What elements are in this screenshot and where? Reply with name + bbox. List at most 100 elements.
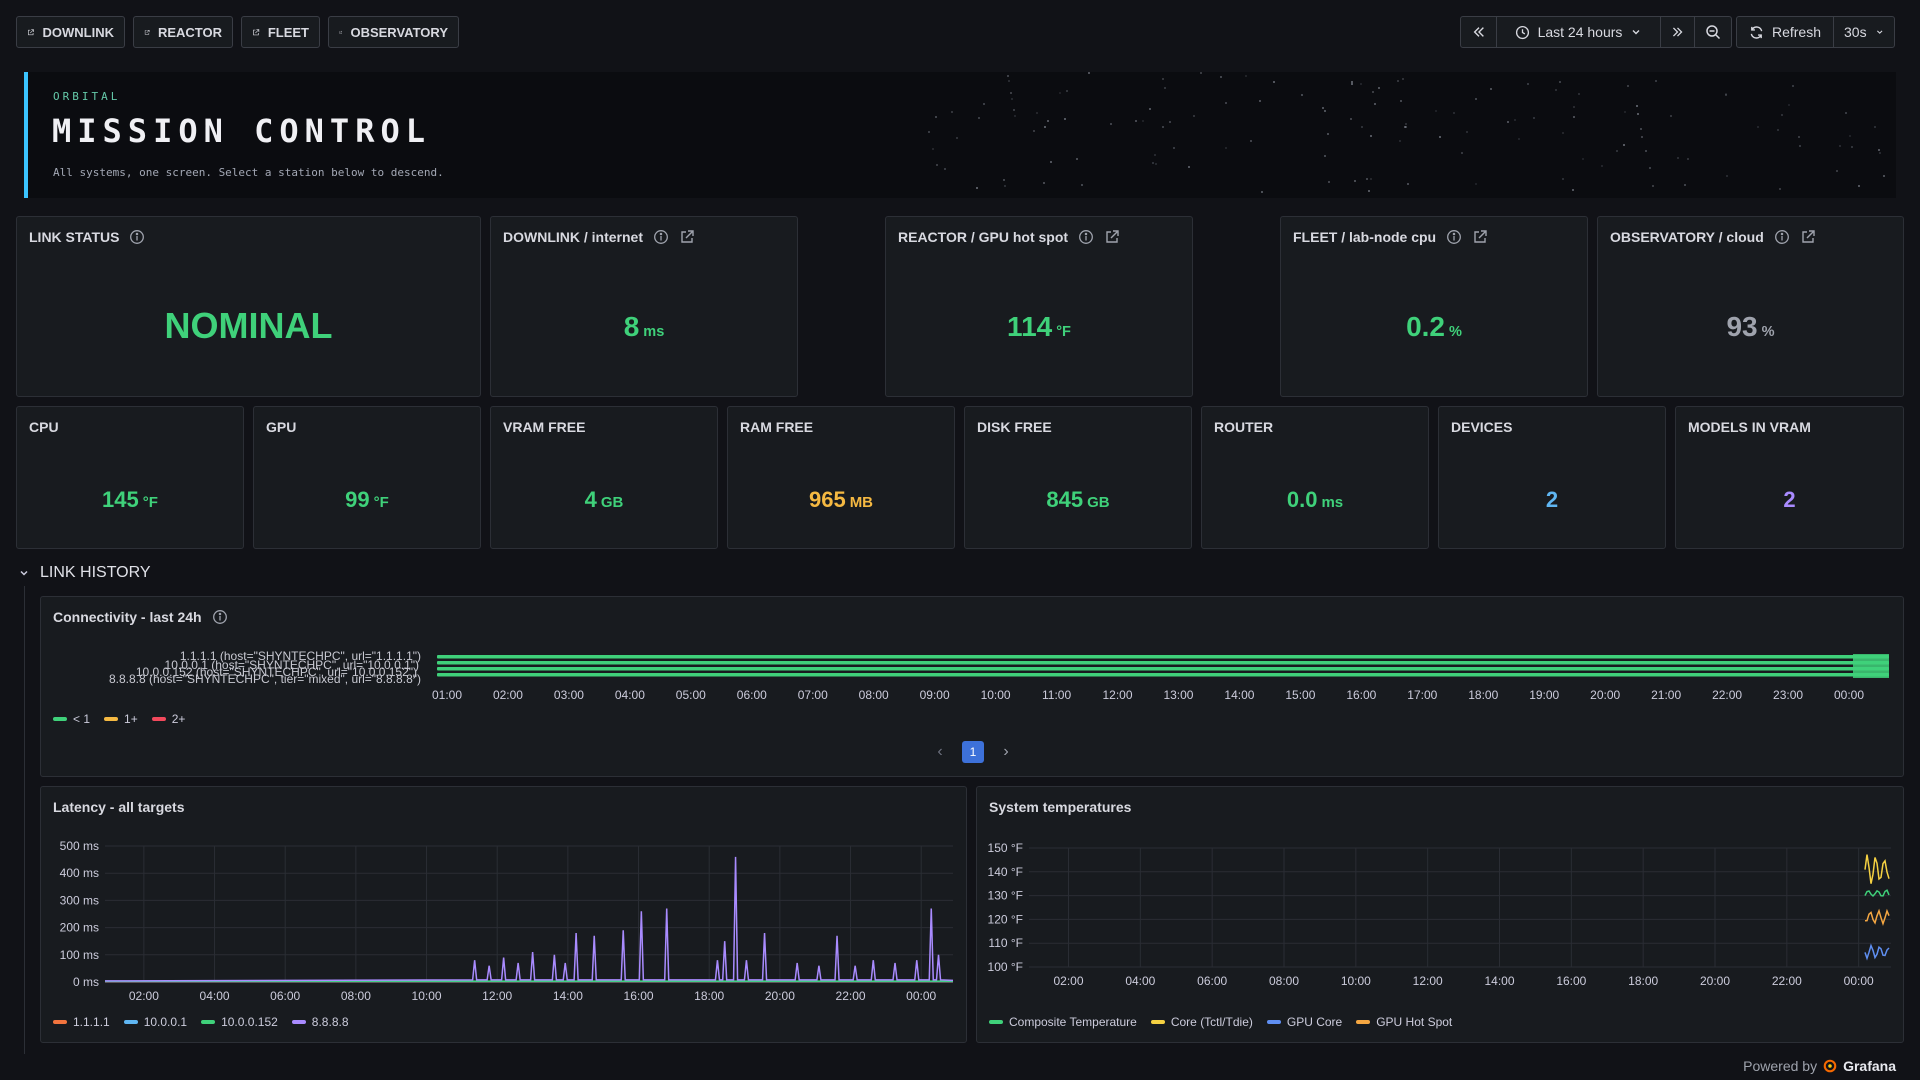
star [1878,149,1881,152]
star [1434,110,1437,113]
star [1066,89,1069,92]
panel-title: VRAM FREE [503,419,586,435]
pagination: ‹ 1 › [926,741,1020,763]
pagination-next-button[interactable]: › [1003,743,1009,760]
star [1200,72,1203,74]
stat-value: 0.2% [1281,311,1587,343]
panel-title: Latency - all targets [53,799,185,815]
star [1259,100,1262,103]
star [1849,134,1852,137]
star [1063,118,1066,121]
nav-link-fleet[interactable]: FLEET [241,16,320,48]
nav-link-reactor[interactable]: REACTOR [133,16,233,48]
info-icon[interactable] [129,229,145,245]
info-icon[interactable] [653,229,669,245]
nav-link-label: FLEET [267,24,309,40]
info-icon[interactable] [1446,229,1462,245]
y-tick-label: 100 °F [988,960,1023,974]
zoom-out-button[interactable] [1695,17,1731,47]
refresh-interval-picker[interactable]: 30s [1834,17,1894,47]
legend-item[interactable]: < 1 [53,712,90,726]
x-tick-label: 10:00 [981,688,1011,702]
legend-item[interactable]: GPU Hot Spot [1356,1015,1452,1029]
legend-label: GPU Hot Spot [1376,1015,1453,1029]
x-tick-label: 18:00 [1628,974,1658,988]
legend-swatch [1356,1020,1371,1024]
pagination-prev-button[interactable]: ‹ [937,743,943,760]
time-shift-forward-button[interactable] [1661,17,1695,47]
star [1651,184,1654,187]
time-range-label: Last 24 hours [1537,24,1623,40]
nav-link-observatory[interactable]: OBSERVATORY [328,16,459,48]
legend-swatch [53,1020,67,1024]
star [1406,182,1409,185]
external-link-icon[interactable] [1472,229,1488,245]
x-tick-label: 18:00 [694,989,724,1003]
panel-title: MODELS IN VRAM [1688,419,1811,435]
legend-item[interactable]: 8.8.8.8 [291,1015,349,1029]
star [1076,158,1079,161]
star [1187,165,1190,168]
pagination-page-button[interactable]: 1 [962,741,984,763]
legend-item[interactable]: Core (Tctl/Tdie) [1150,1015,1253,1029]
latency-chart: 500 ms 400 ms 300 ms 200 ms 100 ms 0 ms 02:00 0… [60,839,954,1003]
star [1779,187,1782,190]
legend-item[interactable]: 10.0.0.1 [123,1015,187,1029]
star [1641,136,1644,139]
x-tick-label: 00:00 [1834,688,1864,702]
y-tick-label: 150 °F [988,841,1023,855]
legend-item[interactable]: 1.1.1.1 [53,1015,110,1029]
section-toggle-link-history[interactable]: LINK HISTORY [18,564,151,582]
star [1369,135,1372,138]
external-link-icon[interactable] [1104,229,1120,245]
star [1162,126,1165,129]
external-link-icon[interactable] [679,229,695,245]
hero-banner: ORBITAL MISSION CONTROL All systems, one… [24,72,1896,198]
y-tick-label: 110 °F [988,936,1023,950]
time-shift-back-button[interactable] [1461,17,1497,47]
hero-title: MISSION CONTROL [52,112,431,150]
star [1301,94,1304,97]
star [1219,75,1222,78]
x-tick-label: 21:00 [1651,688,1681,702]
star [1396,79,1399,82]
refresh-interval-label: 30s [1844,24,1867,40]
star [1402,78,1405,81]
x-tick-label: 20:00 [765,989,795,1003]
time-range-picker[interactable]: Last 24 hours [1497,17,1661,47]
legend-item[interactable]: 1+ [104,712,138,726]
stat-unit: % [1449,324,1462,340]
external-link-icon [28,28,34,35]
star [1366,178,1368,181]
legend-item[interactable]: GPU Core [1266,1015,1342,1029]
info-icon[interactable] [1774,229,1790,245]
x-tick-label: 03:00 [554,688,584,702]
x-tick-label: 08:00 [1269,974,1299,988]
nav-link-downlink[interactable]: DOWNLINK [16,16,125,48]
refresh-button[interactable]: Refresh [1737,17,1834,47]
panel-title: LINK STATUS [29,229,120,245]
panel-title: FLEET / lab-node cpu [1293,229,1437,245]
legend-swatch [53,717,67,721]
star [1489,88,1492,91]
legend-item[interactable]: 2+ [151,712,185,726]
legend-item[interactable]: Composite Temperature [989,1015,1137,1029]
nav-link-label: REACTOR [157,24,222,40]
series-line [1864,943,1890,961]
x-tick-label: 11:00 [1042,688,1071,702]
panel-title: Connectivity - last 24h [53,609,202,625]
legend-item[interactable]: 10.0.0.152 [201,1015,278,1029]
stat-value: 4 GB [491,487,717,513]
stat-panel-devices: DEVICES 2 [1438,406,1666,549]
info-icon[interactable] [212,609,228,625]
panel-title: ROUTER [1214,419,1274,435]
y-tick-label: 300 ms [60,893,99,907]
stat-value: 965 MB [728,487,954,513]
info-icon[interactable] [1078,229,1094,245]
stat-unit: GB [1087,494,1110,511]
external-link-icon[interactable] [1800,229,1816,245]
x-tick-label: 05:00 [676,688,706,702]
refresh-label: Refresh [1771,24,1822,40]
x-tick-label: 02:00 [1053,974,1083,988]
star [1637,113,1640,116]
